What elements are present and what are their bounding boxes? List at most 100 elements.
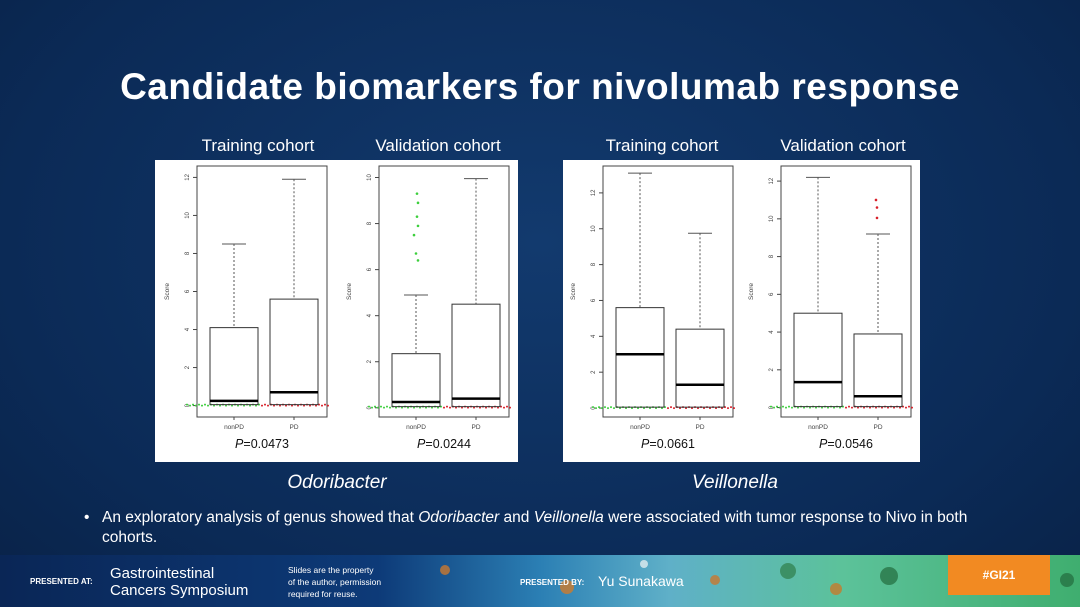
data-point	[195, 404, 197, 407]
y-axis-label: Score	[346, 283, 353, 300]
data-point	[673, 407, 675, 410]
data-point	[911, 406, 913, 409]
data-point	[386, 405, 388, 408]
y-axis-label: Score	[570, 283, 577, 300]
y-tick-label: 10	[185, 211, 191, 218]
p-symbol: P	[641, 437, 650, 451]
data-point	[604, 406, 606, 409]
plot-frame	[378, 165, 510, 418]
p-value: =0.0244	[425, 437, 471, 451]
notice: of the author, permission	[288, 577, 382, 587]
data-point	[425, 406, 427, 409]
data-point	[389, 406, 391, 409]
y-axis-label: Score	[164, 283, 171, 300]
data-point	[407, 406, 409, 409]
outlier-point	[415, 192, 419, 195]
y-tick-label: 2	[185, 365, 191, 369]
data-point	[833, 406, 835, 409]
data-point	[821, 406, 823, 409]
data-point	[380, 405, 382, 408]
data-point	[321, 404, 323, 407]
data-point	[788, 405, 790, 408]
data-point	[773, 406, 775, 409]
y-tick-label: 6	[591, 298, 597, 302]
box	[793, 312, 843, 408]
y-tick-label: 4	[185, 327, 191, 331]
x-tick-label: PD	[289, 424, 298, 431]
data-point	[782, 405, 784, 408]
data-point	[827, 406, 829, 409]
y-tick-label: 0	[769, 405, 775, 409]
presented-by-label: PRESENTED BY:	[520, 578, 585, 587]
data-point	[613, 407, 615, 410]
x-tick-label: nonPD	[406, 424, 426, 431]
text: were associated with tumor response to N…	[102, 509, 968, 546]
p-value-label: P=0.0244	[417, 437, 471, 451]
y-tick-label: 6	[769, 292, 775, 296]
genus-label: Veillonella	[692, 472, 778, 493]
outlier-point	[874, 198, 878, 202]
data-point	[815, 406, 817, 409]
data-point	[727, 407, 729, 410]
p-value-label: P=0.0473	[235, 437, 289, 451]
text: Odoribacter	[418, 509, 500, 526]
x-tick-label: PD	[873, 424, 882, 431]
data-point	[449, 406, 451, 409]
data-point	[509, 406, 511, 409]
data-point	[908, 405, 910, 408]
data-point	[198, 403, 200, 406]
p-value-label: P=0.0661	[641, 437, 695, 451]
odoribacter-panel: 0 2 4 6 8 10 12 Score nonPD PD P=0.0473 0 2 4 6 8 10 Sco…	[155, 160, 518, 462]
boxplot: 0 2 4 6 8 10 12 Score nonPD PD P=0.0473	[155, 160, 335, 462]
y-tick-label: 8	[367, 221, 373, 225]
presenter-name: Yu Sunakawa	[598, 573, 684, 589]
boxplot: 0 2 4 6 8 10 Score nonPD PD P=0.0244	[337, 160, 517, 462]
data-point	[506, 405, 508, 408]
data-point	[785, 406, 787, 409]
data-point	[264, 403, 266, 406]
data-point	[437, 406, 439, 409]
y-tick-label: 6	[185, 289, 191, 293]
box	[615, 307, 665, 408]
data-point	[446, 405, 448, 408]
data-point	[845, 406, 847, 409]
veillonella-panel: 0 2 4 6 8 10 12 Score nonPD PD P=0.0661 0 2 4 6 8 10 12 S…	[563, 160, 920, 462]
p-value-label: P=0.0546	[819, 437, 873, 451]
data-point	[491, 406, 493, 409]
data-point	[503, 406, 505, 409]
cohort-label: Training cohort	[605, 136, 719, 155]
y-tick-label: 8	[591, 262, 597, 266]
y-tick-label: 12	[591, 189, 597, 196]
x-tick-label: PD	[471, 424, 480, 431]
boxplot: 0 2 4 6 8 10 12 Score nonPD PD P=0.0546	[739, 160, 919, 462]
y-axis-label: Score	[748, 283, 755, 300]
data-point	[497, 406, 499, 409]
data-point	[467, 406, 469, 409]
text: and	[499, 509, 534, 526]
data-point	[327, 404, 329, 407]
data-point	[803, 406, 805, 409]
y-tick-label: 10	[591, 225, 597, 232]
bullet-dot: •	[84, 509, 90, 526]
notice: Slides are the property	[288, 565, 374, 575]
outlier-point	[414, 252, 418, 255]
data-point	[791, 406, 793, 409]
data-point	[261, 404, 263, 407]
data-point	[595, 407, 597, 410]
outlier-point	[412, 233, 416, 237]
data-point	[377, 406, 379, 409]
data-point	[324, 403, 326, 406]
data-point	[368, 405, 370, 408]
y-tick-label: 4	[367, 313, 373, 317]
p-symbol: P	[417, 437, 426, 451]
data-point	[419, 406, 421, 409]
data-point	[374, 405, 376, 408]
data-point	[770, 405, 772, 408]
data-point	[401, 406, 403, 409]
x-tick-label: PD	[695, 424, 704, 431]
hashtag-badge: #GI21	[948, 555, 1050, 595]
y-tick-label: 10	[769, 215, 775, 222]
footer-bar: PRESENTED AT: Gastrointestinal Cancers S…	[0, 555, 1080, 607]
